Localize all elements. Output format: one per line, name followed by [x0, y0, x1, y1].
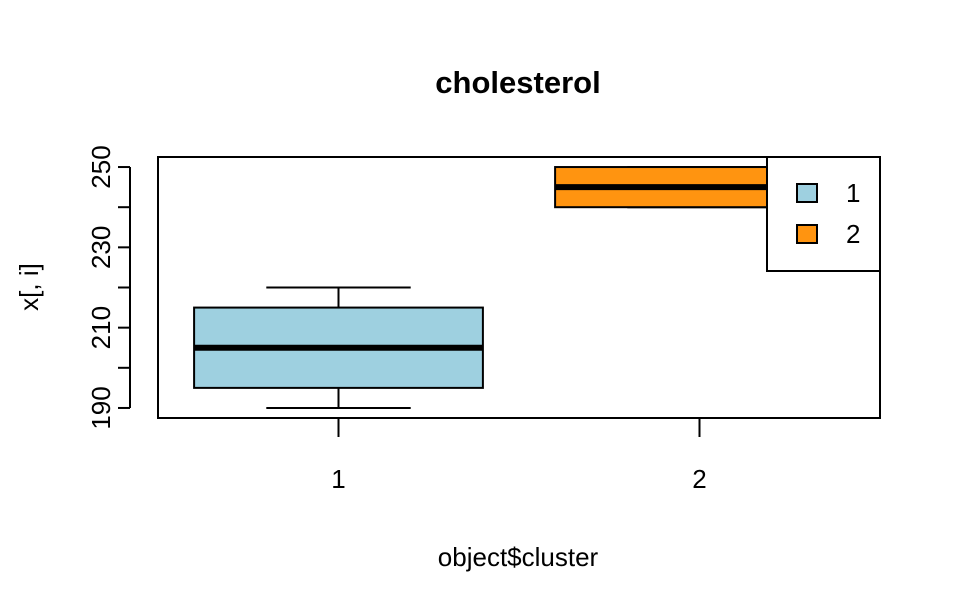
- y-axis-label: x[, i]: [14, 263, 44, 311]
- legend-label: 2: [846, 219, 860, 249]
- legend-box: [766, 156, 881, 272]
- chart-title: cholesterol: [435, 65, 600, 100]
- legend-swatch-1: [796, 183, 818, 203]
- box-group-1: [193, 286, 484, 409]
- boxes-layer: [193, 166, 845, 409]
- y-tick-label: 210: [86, 306, 116, 349]
- y-tick-label: 190: [86, 386, 116, 429]
- plot-frame: [157, 156, 881, 419]
- legend-swatch-2: [796, 224, 818, 244]
- y-tick-label: 250: [86, 145, 116, 188]
- x-axis-label: object$cluster: [438, 542, 599, 572]
- x-tick-label: 2: [692, 464, 706, 494]
- legend: 12: [766, 156, 881, 272]
- y-tick-label: 230: [86, 226, 116, 269]
- legend-label: 1: [846, 178, 860, 208]
- x-tick-label: 1: [331, 464, 345, 494]
